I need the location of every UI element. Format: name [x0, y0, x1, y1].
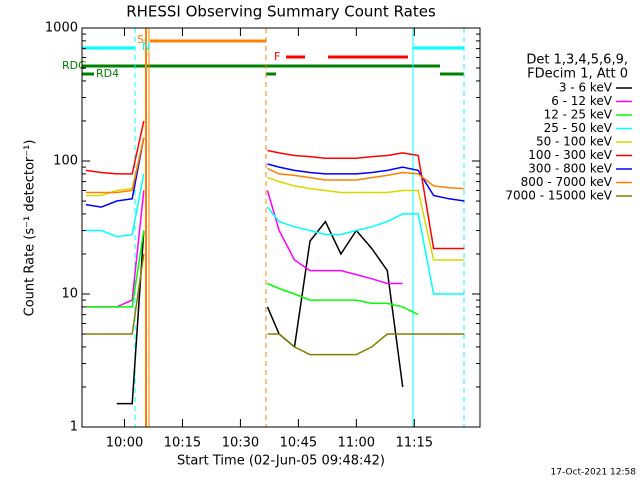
legend-label: 300 - 800 keV: [528, 162, 612, 176]
y-tick-label: 10: [61, 287, 78, 302]
series-line: [85, 190, 403, 308]
annotation: RDG: [62, 59, 87, 72]
series-line: [85, 137, 465, 194]
x-tick-label: 10:15: [164, 436, 201, 451]
x-axis-title: Start Time (02-Jun-05 09:48:42): [177, 454, 385, 469]
legend-label: 6 - 12 keV: [551, 94, 613, 108]
legend-label: 100 - 300 keV: [528, 148, 612, 162]
series-line: [85, 253, 465, 356]
legend-label: 7000 - 15000 keV: [505, 189, 612, 203]
series-line: [85, 120, 465, 250]
legend-title: Det 1,3,4,5,6,9,: [526, 53, 628, 68]
x-tick-label: 11:00: [338, 436, 375, 451]
plot-frame: [81, 27, 481, 428]
series-line: [85, 173, 465, 295]
y-axis-title: Count Rate (s⁻¹ detector⁻¹): [23, 140, 38, 317]
x-tick-label: 10:00: [106, 436, 143, 451]
x-tick-label: 11:15: [396, 436, 433, 451]
annotation: N: [142, 40, 150, 53]
legend-label: 12 - 25 keV: [544, 108, 613, 122]
y-tick-label: 1000: [45, 21, 78, 36]
chart-title: RHESSI Observing Summary Count Rates: [126, 3, 436, 21]
flag-bars: [82, 28, 465, 427]
legend-label: 50 - 100 keV: [536, 135, 613, 149]
legend-label: 25 - 50 keV: [544, 121, 613, 135]
series-line: [116, 220, 404, 405]
y-tick-label: 1: [70, 420, 78, 435]
annotation: F: [274, 50, 280, 63]
legend-title: FDecim 1, Att 0: [527, 67, 628, 82]
annotation: S: [137, 33, 144, 46]
y-tick-label: 100: [53, 154, 78, 169]
footer: 17-Oct-2021 12:58: [551, 468, 637, 478]
series-line: [85, 137, 465, 208]
series-line: [85, 230, 419, 316]
legend-label: 3 - 6 keV: [559, 81, 613, 95]
x-tick-label: 10:45: [280, 436, 317, 451]
annotation: RD4: [96, 67, 119, 80]
x-tick-label: 10:30: [222, 436, 259, 451]
legend-label: 800 - 7000 keV: [521, 175, 613, 189]
